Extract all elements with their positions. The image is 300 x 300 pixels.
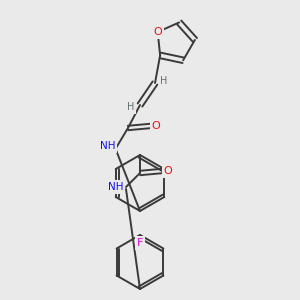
Text: NH: NH [100, 141, 116, 151]
Text: O: O [164, 166, 172, 176]
Text: O: O [152, 121, 160, 131]
Text: NH: NH [108, 182, 124, 192]
Text: H: H [160, 76, 168, 86]
Text: H: H [127, 102, 135, 112]
Text: F: F [137, 238, 143, 248]
Text: O: O [153, 27, 162, 37]
